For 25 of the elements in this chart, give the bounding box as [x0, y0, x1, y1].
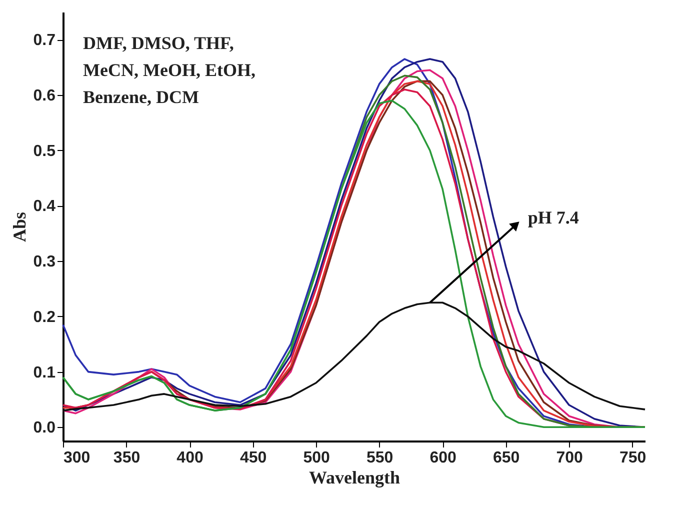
annotation: Benzene, DCM	[83, 87, 199, 107]
y-tick-label: 0.5	[33, 142, 56, 160]
y-tick-label: 0.4	[33, 198, 56, 216]
x-tick-label: 400	[176, 450, 204, 466]
x-tick-label: 600	[430, 450, 457, 466]
y-tick-label: 0.1	[33, 364, 56, 382]
x-tick-label: 650	[492, 450, 520, 466]
annotation: DMF, DMSO, THF,	[83, 33, 234, 53]
y-tick-label: 0.3	[33, 254, 56, 271]
y-tick-label: 0.6	[33, 88, 56, 105]
x-tick-label: 350	[113, 450, 140, 466]
x-tick-label: 500	[303, 450, 330, 466]
x-axis-title: Wavelength	[308, 468, 400, 488]
x-tick-label: 700	[556, 450, 584, 466]
x-tick-label: 300	[64, 450, 90, 466]
x-tick-label: 750	[619, 450, 646, 466]
y-tick-label: 0.2	[33, 308, 56, 326]
y-tick-label: 0.7	[33, 32, 56, 50]
y-tick-label: 0.0	[33, 420, 56, 437]
line-series	[62, 302, 646, 412]
x-tick-label: 550	[366, 450, 394, 466]
x-tick-label: 450	[240, 450, 267, 466]
annotation: MeCN, MeOH, EtOH,	[83, 60, 256, 80]
annotation: pH 7.4	[528, 208, 579, 228]
y-axis-title: Abs	[9, 212, 30, 242]
